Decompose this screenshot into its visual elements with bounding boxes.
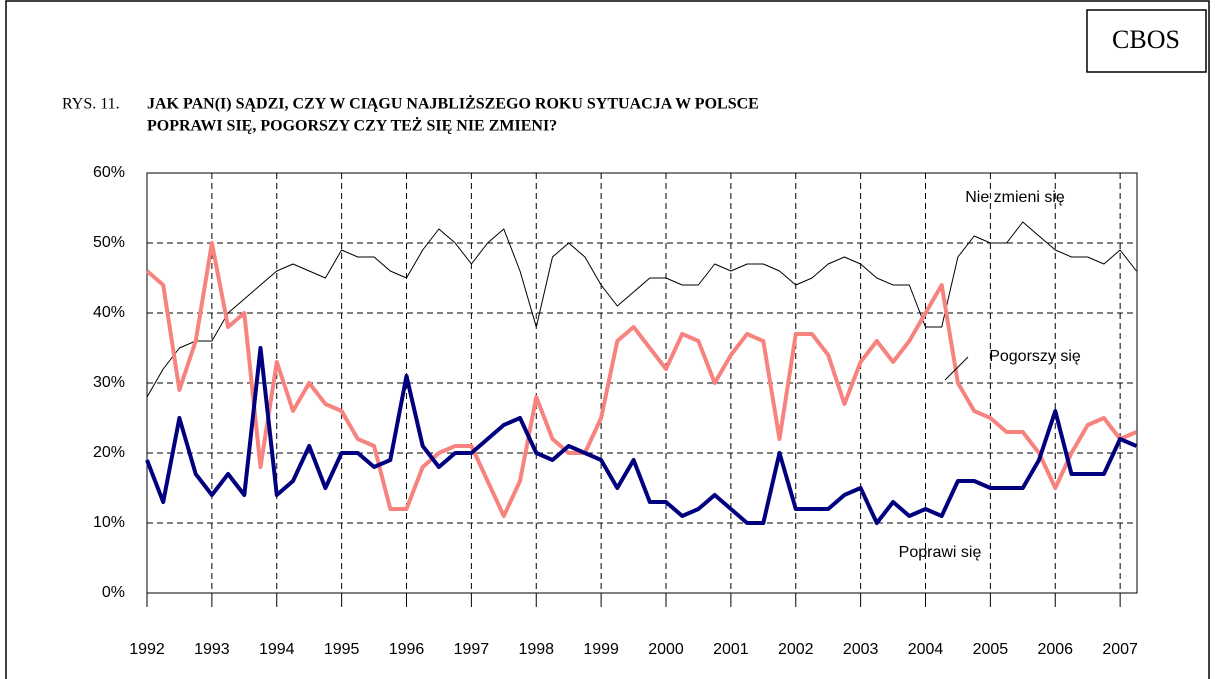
x-tick-label: 1997 (454, 641, 490, 658)
x-tick-label: 1992 (129, 641, 165, 658)
y-tick-label: 20% (93, 444, 125, 461)
y-tick-label: 60% (93, 164, 125, 181)
x-tick-label: 2005 (973, 641, 1009, 658)
x-tick-label: 1993 (194, 641, 230, 658)
y-tick-label: 10% (93, 514, 125, 531)
x-tick-label: 1999 (583, 641, 619, 658)
x-tick-label: 2000 (648, 641, 684, 658)
x-tick-label: 1995 (324, 641, 360, 658)
x-tick-label: 2001 (713, 641, 749, 658)
series-label: Nie zmieni się (965, 189, 1065, 206)
series-line (145, 241, 1138, 518)
series-line (146, 221, 1137, 398)
series-label: Pogorszy się (989, 348, 1081, 365)
chart-title: POPRAWI SIĘ, POGORSZY CZY TEŻ SIĘ NIE ZM… (147, 116, 557, 135)
leader-line (944, 356, 969, 381)
y-tick-label: 40% (93, 304, 125, 321)
chart-title: JAK PAN(I) SĄDZI, CZY W CIĄGU NAJBLIŻSZE… (147, 94, 759, 113)
brand-box (1086, 9, 1207, 73)
x-tick-label: 2004 (908, 641, 944, 658)
x-tick-label: 2002 (778, 641, 814, 658)
figure-label: RYS. 11. (62, 96, 120, 113)
frame (5, 0, 1210, 679)
y-tick-label: 0% (102, 584, 125, 601)
series-line (145, 346, 1138, 525)
x-tick-label: 1994 (259, 641, 295, 658)
x-tick-label: 1996 (389, 641, 425, 658)
y-tick-label: 30% (93, 374, 125, 391)
x-tick-label: 2006 (1037, 641, 1073, 658)
x-tick-label: 1998 (518, 641, 554, 658)
brand: CBOS (1112, 25, 1180, 54)
y-tick-label: 50% (93, 234, 125, 251)
x-tick-label: 2003 (843, 641, 879, 658)
x-tick-label: 2007 (1102, 641, 1138, 658)
series-label: Poprawi się (899, 544, 982, 561)
